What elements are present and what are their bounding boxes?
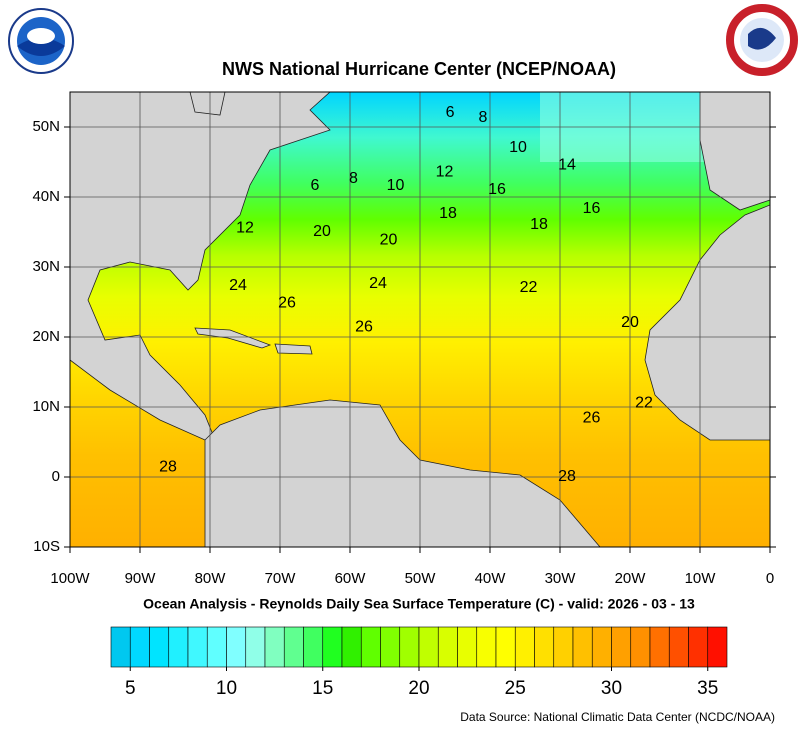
- x-tick-label: 80W: [195, 570, 227, 587]
- y-tick-label: 30N: [32, 258, 60, 275]
- colorbar-label: 35: [697, 678, 718, 699]
- contour-label: 16: [583, 200, 601, 217]
- contour-label: 28: [558, 468, 576, 485]
- contour-label: 26: [355, 318, 373, 335]
- contour-label: 26: [278, 295, 296, 312]
- x-tick-label: 0: [766, 570, 774, 587]
- contour-label: 20: [380, 232, 398, 249]
- x-tick-label: 30W: [545, 570, 577, 587]
- y-tick-label: 10N: [32, 398, 60, 415]
- contour-label: 12: [236, 220, 254, 237]
- colorbar-box: [611, 626, 632, 668]
- colorbar-box: [495, 626, 516, 668]
- colorbar-box: [457, 626, 478, 668]
- land: [274, 343, 313, 355]
- contour-label: 12: [436, 164, 454, 181]
- colorbar-box: [129, 626, 150, 668]
- colorbar-box: [707, 626, 728, 668]
- contour-label: 10: [387, 177, 405, 194]
- colorbar-box: [399, 626, 420, 668]
- y-tick-label: 50N: [32, 118, 60, 135]
- x-tick-label: 70W: [265, 570, 297, 587]
- contour-label: 8: [349, 170, 358, 187]
- contour-label: 22: [635, 395, 653, 412]
- contour-label: 26: [583, 409, 601, 426]
- contour-label: 24: [369, 275, 387, 292]
- land: [189, 92, 226, 116]
- colorbar-box: [688, 626, 709, 668]
- land: [194, 327, 272, 349]
- colorbar-label: 25: [505, 678, 526, 699]
- contour-label: 20: [313, 223, 331, 240]
- contour-label: 8: [479, 109, 488, 126]
- contour-label: 24: [229, 277, 247, 294]
- x-tick-label: 100W: [50, 570, 90, 587]
- colorbar-box: [341, 626, 362, 668]
- colorbar-label: 5: [125, 678, 136, 699]
- colorbar-box: [553, 626, 574, 668]
- colorbar-box: [418, 626, 439, 668]
- contour-label: 18: [439, 205, 457, 222]
- colorbar-box: [572, 626, 593, 668]
- x-tick-label: 90W: [125, 570, 157, 587]
- colorbar-box: [226, 626, 247, 668]
- data-source: Data Source: National Climatic Data Cent…: [460, 710, 775, 724]
- land: [644, 204, 770, 441]
- colorbar-box: [649, 626, 670, 668]
- colorbar-box: [283, 626, 304, 668]
- x-tick-label: 60W: [335, 570, 367, 587]
- colorbar-box: [668, 626, 689, 668]
- colorbar-box: [437, 626, 458, 668]
- contour-label: 28: [159, 458, 177, 475]
- colorbar-box: [245, 626, 266, 668]
- colorbar-box: [322, 626, 343, 668]
- colorbar-box: [476, 626, 497, 668]
- contour-label: 16: [488, 181, 506, 198]
- contour-label: 6: [446, 104, 455, 121]
- x-tick-label: 40W: [475, 570, 507, 587]
- y-tick-label: 10S: [33, 538, 60, 555]
- x-tick-label: 10W: [685, 570, 717, 587]
- y-tick-label: 20N: [32, 328, 60, 345]
- colorbar-box: [110, 626, 131, 668]
- colorbar-box: [534, 626, 555, 668]
- colorbar-box: [630, 626, 651, 668]
- colorbar-box: [591, 626, 612, 668]
- y-tick-label: 40N: [32, 188, 60, 205]
- x-tick-label: 20W: [615, 570, 647, 587]
- colorbar-box: [303, 626, 324, 668]
- contour-label: 6: [311, 177, 320, 194]
- contour-label: 18: [530, 216, 548, 233]
- title: NWS National Hurricane Center (NCEP/NOAA…: [222, 59, 616, 79]
- colorbar-box: [514, 626, 535, 668]
- colorbar-label: 20: [408, 678, 429, 699]
- colorbar-label: 15: [312, 678, 333, 699]
- contour-label: 10: [509, 139, 527, 156]
- contour-label: 22: [520, 279, 538, 296]
- colorbar-box: [360, 626, 381, 668]
- map-field: [70, 92, 770, 547]
- colorbar-box: [206, 626, 227, 668]
- colorbar-label: 10: [216, 678, 237, 699]
- noaa-logo: [8, 8, 74, 74]
- colorbar-box: [380, 626, 401, 668]
- x-tick-label: 50W: [405, 570, 437, 587]
- colorbar-box: [168, 626, 189, 668]
- colorbar-box: [149, 626, 170, 668]
- colorbar-box: [187, 626, 208, 668]
- nws-logo: [726, 4, 798, 76]
- contour-label: 20: [621, 314, 639, 331]
- colorbar-box: [264, 626, 285, 668]
- y-tick-label: 0: [52, 468, 60, 485]
- subtitle: Ocean Analysis - Reynolds Daily Sea Surf…: [143, 596, 695, 612]
- colorbar-label: 30: [601, 678, 622, 699]
- contour-label: 14: [558, 157, 576, 174]
